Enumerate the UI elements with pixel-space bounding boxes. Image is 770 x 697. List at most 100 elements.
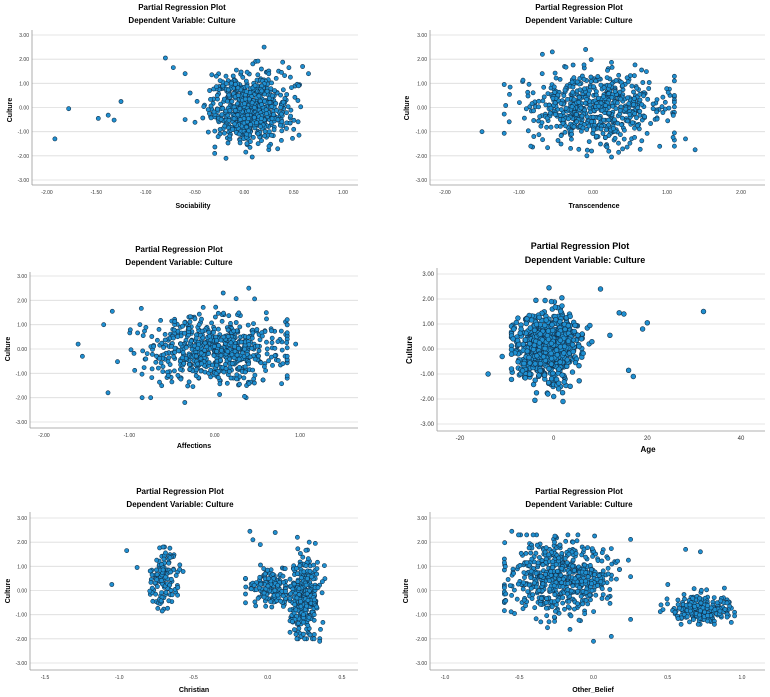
y-tick-label: 3.00 [422,272,434,278]
data-point [637,146,643,152]
data-point [208,115,214,121]
data-point [212,314,218,320]
data-point [536,104,541,110]
data-point [228,80,234,86]
data-point [565,581,571,586]
data-point [697,612,702,618]
data-point [502,560,507,566]
chart-title: Partial Regression Plot [531,241,630,251]
data-point [573,112,579,117]
data-point [181,361,187,366]
data-point [634,85,640,91]
data-point [571,75,577,81]
data-point [178,376,184,382]
data-point [236,346,241,351]
data-point [213,371,219,376]
y-tick-label: -2.00 [416,154,428,160]
data-point [139,395,145,401]
data-point [225,140,231,146]
data-point [563,105,569,111]
data-point [539,558,545,563]
data-point [215,326,221,332]
data-point [523,320,530,327]
data-point [217,381,223,387]
data-point [560,595,566,600]
data-point [168,588,174,593]
data-point [550,95,556,101]
data-point [509,528,515,534]
data-point [579,578,584,584]
data-point [554,123,560,129]
y-tick-label: 0.00 [19,106,29,112]
data-point [311,612,317,618]
data-point [574,119,580,125]
data-point [228,321,233,326]
data-point [245,322,251,328]
data-point [186,326,192,332]
data-point [705,613,710,618]
y-tick-label: -3.00 [416,661,428,667]
data-point [264,88,270,94]
data-point [269,604,275,610]
data-point [598,141,603,147]
data-point [266,358,271,364]
data-point [681,592,687,597]
data-point [683,136,688,142]
data-point [124,548,130,553]
x-tick-label: -0.50 [189,190,201,196]
data-point [581,62,587,68]
data-point [139,371,145,377]
data-point [607,587,613,592]
y-tick-label: 3.00 [417,516,427,522]
data-point [275,592,281,598]
data-point [234,376,239,382]
data-point [641,93,646,99]
data-point [304,591,310,597]
data-point [577,585,582,590]
data-point [246,342,252,347]
data-point [530,592,536,598]
data-point [543,571,548,577]
data-point [552,70,558,76]
data-point [542,345,548,352]
data-point [522,337,529,343]
data-point [291,126,297,132]
data-point [588,79,594,84]
data-point [166,598,172,604]
data-point [165,605,170,611]
chart-title: Partial Regression Plot [136,487,224,496]
chart-title: Partial Regression Plot [135,245,223,254]
data-point [255,141,261,147]
data-point [182,400,188,405]
data-point [138,306,144,311]
data-point [724,614,730,620]
data-point [273,76,279,81]
data-point [269,132,274,138]
data-point [305,622,311,628]
data-point [154,557,160,563]
data-point [627,140,633,146]
data-point [232,344,237,349]
data-point [242,369,248,375]
data-point [226,92,232,98]
data-point [536,588,542,593]
data-point [573,551,579,556]
data-point [632,134,637,140]
data-point [211,330,216,335]
data-point [167,582,173,588]
data-point [565,116,571,122]
data-point [631,73,637,79]
data-point [628,537,633,542]
data-point [218,117,224,122]
x-tick-label: 40 [738,436,745,442]
y-tick-label: 0.00 [417,589,427,595]
data-point [280,87,286,93]
data-point [266,129,272,134]
data-point [258,562,263,568]
data-point [559,303,565,309]
data-point [552,608,558,614]
data-point [168,569,173,575]
data-point [238,69,244,75]
data-point [160,364,166,369]
data-point [243,576,248,581]
